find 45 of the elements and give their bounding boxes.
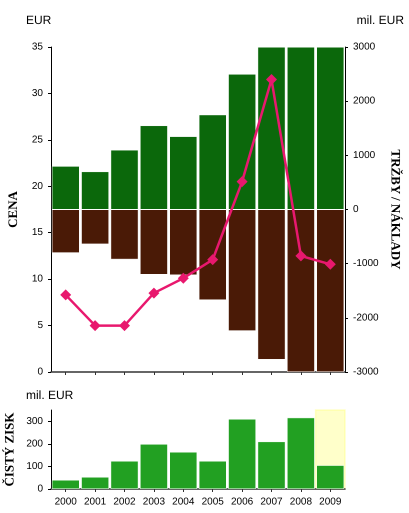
y2-tick-label: -3000	[353, 366, 380, 378]
y-tick-label: 15	[32, 227, 44, 238]
x-tick-label: 2003	[142, 496, 166, 508]
y-tick-label: 200	[26, 438, 44, 450]
x-tick-label: 2007	[260, 496, 284, 508]
point	[119, 320, 130, 332]
y2-tick-label: 0	[353, 204, 359, 215]
y-tick-label: 0	[37, 484, 44, 494]
y-axis-title: CENA	[5, 190, 20, 228]
x-tick-label: 2008	[290, 496, 312, 508]
x-tick-label: 2006	[230, 496, 254, 508]
y2-tick-label: 3000	[353, 42, 376, 52]
point	[295, 250, 306, 262]
point	[266, 74, 277, 85]
y-tick-label: 10	[32, 274, 44, 285]
text: mil. EUR	[356, 13, 404, 27]
y-tick-label: 5	[37, 320, 44, 332]
x-tick-label: 2004	[172, 496, 195, 508]
point	[90, 320, 101, 332]
x-tick-label: 2001	[84, 496, 107, 508]
y-axis-title: ČISTÝ ZISK	[1, 412, 16, 487]
point	[148, 288, 160, 299]
text: EUR	[26, 13, 52, 27]
point	[324, 258, 336, 270]
y2-tick-label: -1000	[353, 258, 380, 270]
x-tick-label: 2002	[113, 496, 136, 508]
point	[236, 176, 248, 188]
point	[60, 289, 72, 300]
x-tick-label: 2000	[54, 496, 78, 508]
y2-axis-title: TRŽBY / NÁKLADY	[388, 149, 404, 270]
y-tick-label: 30	[32, 88, 44, 99]
text: mil. EUR	[26, 388, 74, 402]
y2-tick-label: -2000	[353, 312, 380, 324]
y-tick-label: 300	[26, 416, 44, 427]
point	[178, 272, 189, 284]
y2-tick-label: 2000	[353, 96, 376, 107]
y2-tick-label: 1000	[353, 150, 376, 161]
y-tick-label: 100	[26, 460, 44, 472]
point	[207, 254, 218, 266]
y-tick-label: 0	[37, 366, 44, 378]
y-tick-label: 35	[32, 42, 44, 52]
x-tick-label: 2005	[202, 496, 224, 508]
x-tick-label: 2009	[319, 496, 342, 508]
y-tick-label: 20	[32, 180, 44, 192]
y-tick-label: 25	[32, 134, 44, 146]
